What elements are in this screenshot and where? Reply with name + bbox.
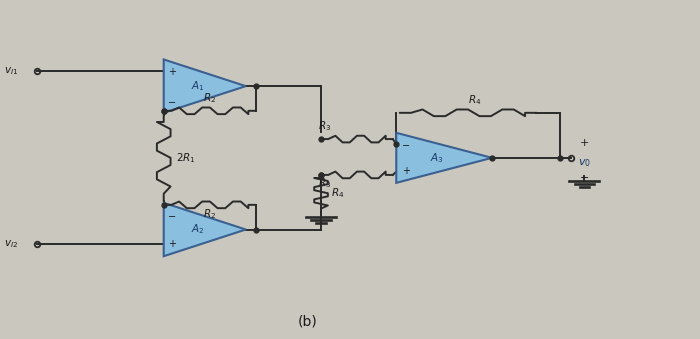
Text: +: + — [580, 138, 589, 148]
Text: +: + — [402, 166, 409, 176]
Text: $-$: $-$ — [580, 171, 589, 181]
Text: $A_3$: $A_3$ — [430, 151, 443, 165]
Text: $R_2$: $R_2$ — [204, 207, 216, 221]
Text: $A_2$: $A_2$ — [191, 223, 205, 236]
Text: $R_3$: $R_3$ — [318, 119, 331, 133]
Text: $R_4$: $R_4$ — [331, 186, 344, 200]
Text: $v_{I1}$: $v_{I1}$ — [4, 65, 18, 77]
Polygon shape — [396, 133, 492, 183]
Text: $-$: $-$ — [167, 96, 176, 105]
Polygon shape — [164, 203, 246, 256]
Text: $-$: $-$ — [401, 139, 410, 149]
Text: $R_2$: $R_2$ — [204, 91, 216, 105]
Text: +: + — [168, 67, 176, 77]
Text: $-$: $-$ — [167, 210, 176, 220]
Text: $R_4$: $R_4$ — [468, 93, 482, 107]
Text: $v_0$: $v_0$ — [578, 157, 591, 169]
Text: (b): (b) — [298, 314, 317, 328]
Text: $v_{I2}$: $v_{I2}$ — [4, 238, 18, 250]
Polygon shape — [164, 59, 246, 113]
Text: $R_3$: $R_3$ — [318, 177, 331, 191]
Text: $2R_1$: $2R_1$ — [176, 151, 196, 165]
Text: +: + — [168, 239, 176, 249]
Text: $A_1$: $A_1$ — [191, 79, 205, 93]
